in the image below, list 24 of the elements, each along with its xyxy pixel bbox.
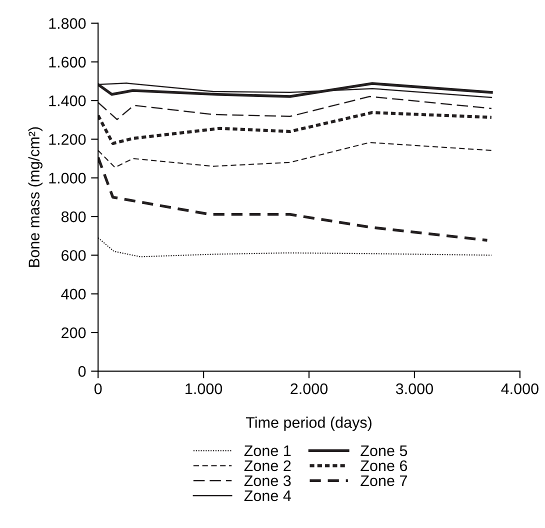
legend-label: Zone 6 — [360, 460, 408, 472]
y-tick-label: 1.600 — [49, 56, 86, 68]
y-axis-title: Bone mass (mg/cm²) — [28, 127, 43, 267]
y-tick-label: 400 — [61, 288, 86, 300]
y-tick-label: 1.200 — [49, 134, 86, 145]
y-tick-label: 800 — [61, 211, 86, 222]
y-tick-label: 1.800 — [49, 18, 86, 29]
x-tick-label: 0 — [94, 383, 102, 394]
legend-label: Zone 7 — [360, 476, 407, 486]
x-axis-title: Time period (days) — [246, 416, 372, 431]
y-tick-label: 1.400 — [49, 95, 86, 106]
y-tick-label: 1.000 — [49, 172, 86, 184]
y-tick-label: 200 — [62, 327, 86, 338]
legend-label: Zone 3 — [244, 475, 291, 486]
y-tick-label: 600 — [62, 250, 86, 261]
legend-label: Zone 5 — [360, 445, 408, 456]
x-tick-label: 3.000 — [396, 383, 433, 394]
legend-label: Zone 4 — [244, 490, 291, 502]
legend-label: Zone 2 — [244, 460, 291, 472]
x-tick-label: 4.000 — [501, 383, 538, 394]
y-tick-label: 0 — [78, 366, 86, 377]
x-tick-label: 2.000 — [290, 383, 328, 394]
x-tick-label: 1.000 — [186, 383, 222, 394]
legend-label: Zone 1 — [244, 445, 291, 456]
